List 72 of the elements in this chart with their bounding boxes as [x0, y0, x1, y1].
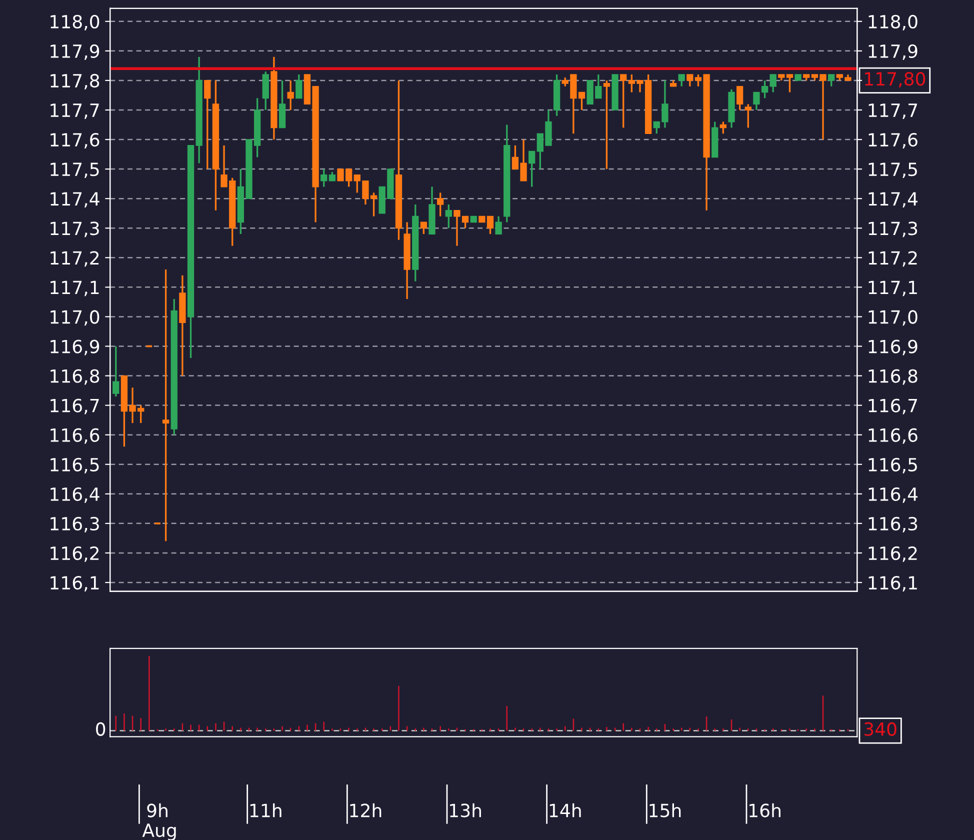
- y2-tick-label: 117,0: [868, 310, 918, 326]
- candlestick: [770, 74, 776, 94]
- candlestick: [720, 120, 727, 134]
- y-tick-label: 117,7: [50, 104, 99, 119]
- y2-tick-label: 117,1: [868, 280, 917, 296]
- x-tick-label: 11h: [250, 803, 282, 818]
- y-tick-label: 117,5: [50, 162, 99, 178]
- y2-tick-label: 116,3: [868, 516, 918, 532]
- y-tick-label: 117,4: [50, 192, 100, 208]
- x-tick-label: 16h: [750, 803, 780, 818]
- x-tick-label: 13h: [450, 803, 481, 818]
- y2-tick-label: 117,5: [868, 162, 917, 178]
- y-tick-label: 117,8: [50, 74, 100, 90]
- x-tick-label: 12h: [350, 803, 382, 818]
- candlestick: [528, 150, 536, 188]
- x-tick-label: 15h: [650, 803, 681, 818]
- candlestick: [320, 168, 328, 188]
- candlestick: [686, 74, 694, 88]
- y2-tick-label: 117,2: [868, 251, 917, 267]
- y-tick-label: 117,6: [50, 132, 100, 148]
- y2-tick-label: 116,5: [868, 458, 917, 474]
- candlestick: [112, 345, 120, 398]
- y-tick-label: 117,2: [50, 251, 99, 267]
- y2-tick-label: 116,8: [868, 369, 918, 385]
- y-tick-label: 116,2: [50, 546, 99, 562]
- y2-tick-label: 117,9: [868, 44, 918, 60]
- text: 340: [864, 722, 896, 736]
- y-tick-label: 116,8: [50, 369, 100, 385]
- y-tick-label: 116,3: [50, 516, 99, 532]
- candlestick: [744, 103, 752, 129]
- y-tick-label: 116,5: [50, 458, 99, 474]
- text: 0: [96, 722, 106, 736]
- y-tick-label: 116,4: [50, 487, 100, 503]
- candlestick: [678, 74, 685, 88]
- candlestick: [603, 80, 610, 170]
- candlestick: [620, 74, 627, 129]
- candlestick: [287, 80, 294, 111]
- candlestick: [204, 80, 211, 170]
- y-tick-label: 117,1: [50, 280, 99, 296]
- candlestick: [278, 80, 286, 129]
- y2-tick-label: 116,2: [868, 546, 917, 562]
- y-tick-label: 116,9: [50, 340, 100, 356]
- y-tick-label: 117,0: [50, 310, 100, 326]
- y2-tick-label: 116,1: [868, 576, 917, 592]
- candlestick: [420, 221, 428, 235]
- y2-tick-label: 117,6: [868, 132, 918, 148]
- y-tick-label: 118,0: [50, 14, 100, 30]
- x-tick-label: 9h: [147, 803, 168, 818]
- y-tick-label: 116,7: [50, 398, 99, 414]
- y2-tick-label: 116,6: [868, 428, 918, 444]
- y2-tick-label: 118,0: [868, 14, 918, 30]
- y-tick-label: 117,9: [50, 44, 100, 60]
- candlestick: [437, 192, 444, 218]
- y-tick-label: 116,6: [50, 428, 100, 444]
- y2-tick-label: 117,7: [868, 104, 917, 119]
- y2-tick-label: 117,4: [868, 192, 918, 208]
- x-tick-label: 14h: [550, 803, 581, 818]
- y2-tick-label: 116,7: [868, 398, 917, 414]
- candlestick: [828, 74, 835, 88]
- y-tick-label: 116,1: [50, 576, 99, 592]
- candlestick: [296, 74, 302, 100]
- text: 117,80: [865, 72, 926, 88]
- candlestick: [495, 215, 502, 235]
- y2-tick-label: 117,3: [868, 222, 918, 238]
- y2-tick-label: 116,4: [868, 487, 918, 503]
- candlestick: [445, 204, 452, 229]
- y2-tick-label: 116,9: [868, 340, 918, 356]
- candlestick: [162, 268, 170, 542]
- candlestick: [262, 70, 269, 111]
- candlestick: [786, 74, 794, 94]
- y-tick-label: 117,3: [50, 222, 99, 238]
- candlestick: [736, 86, 744, 111]
